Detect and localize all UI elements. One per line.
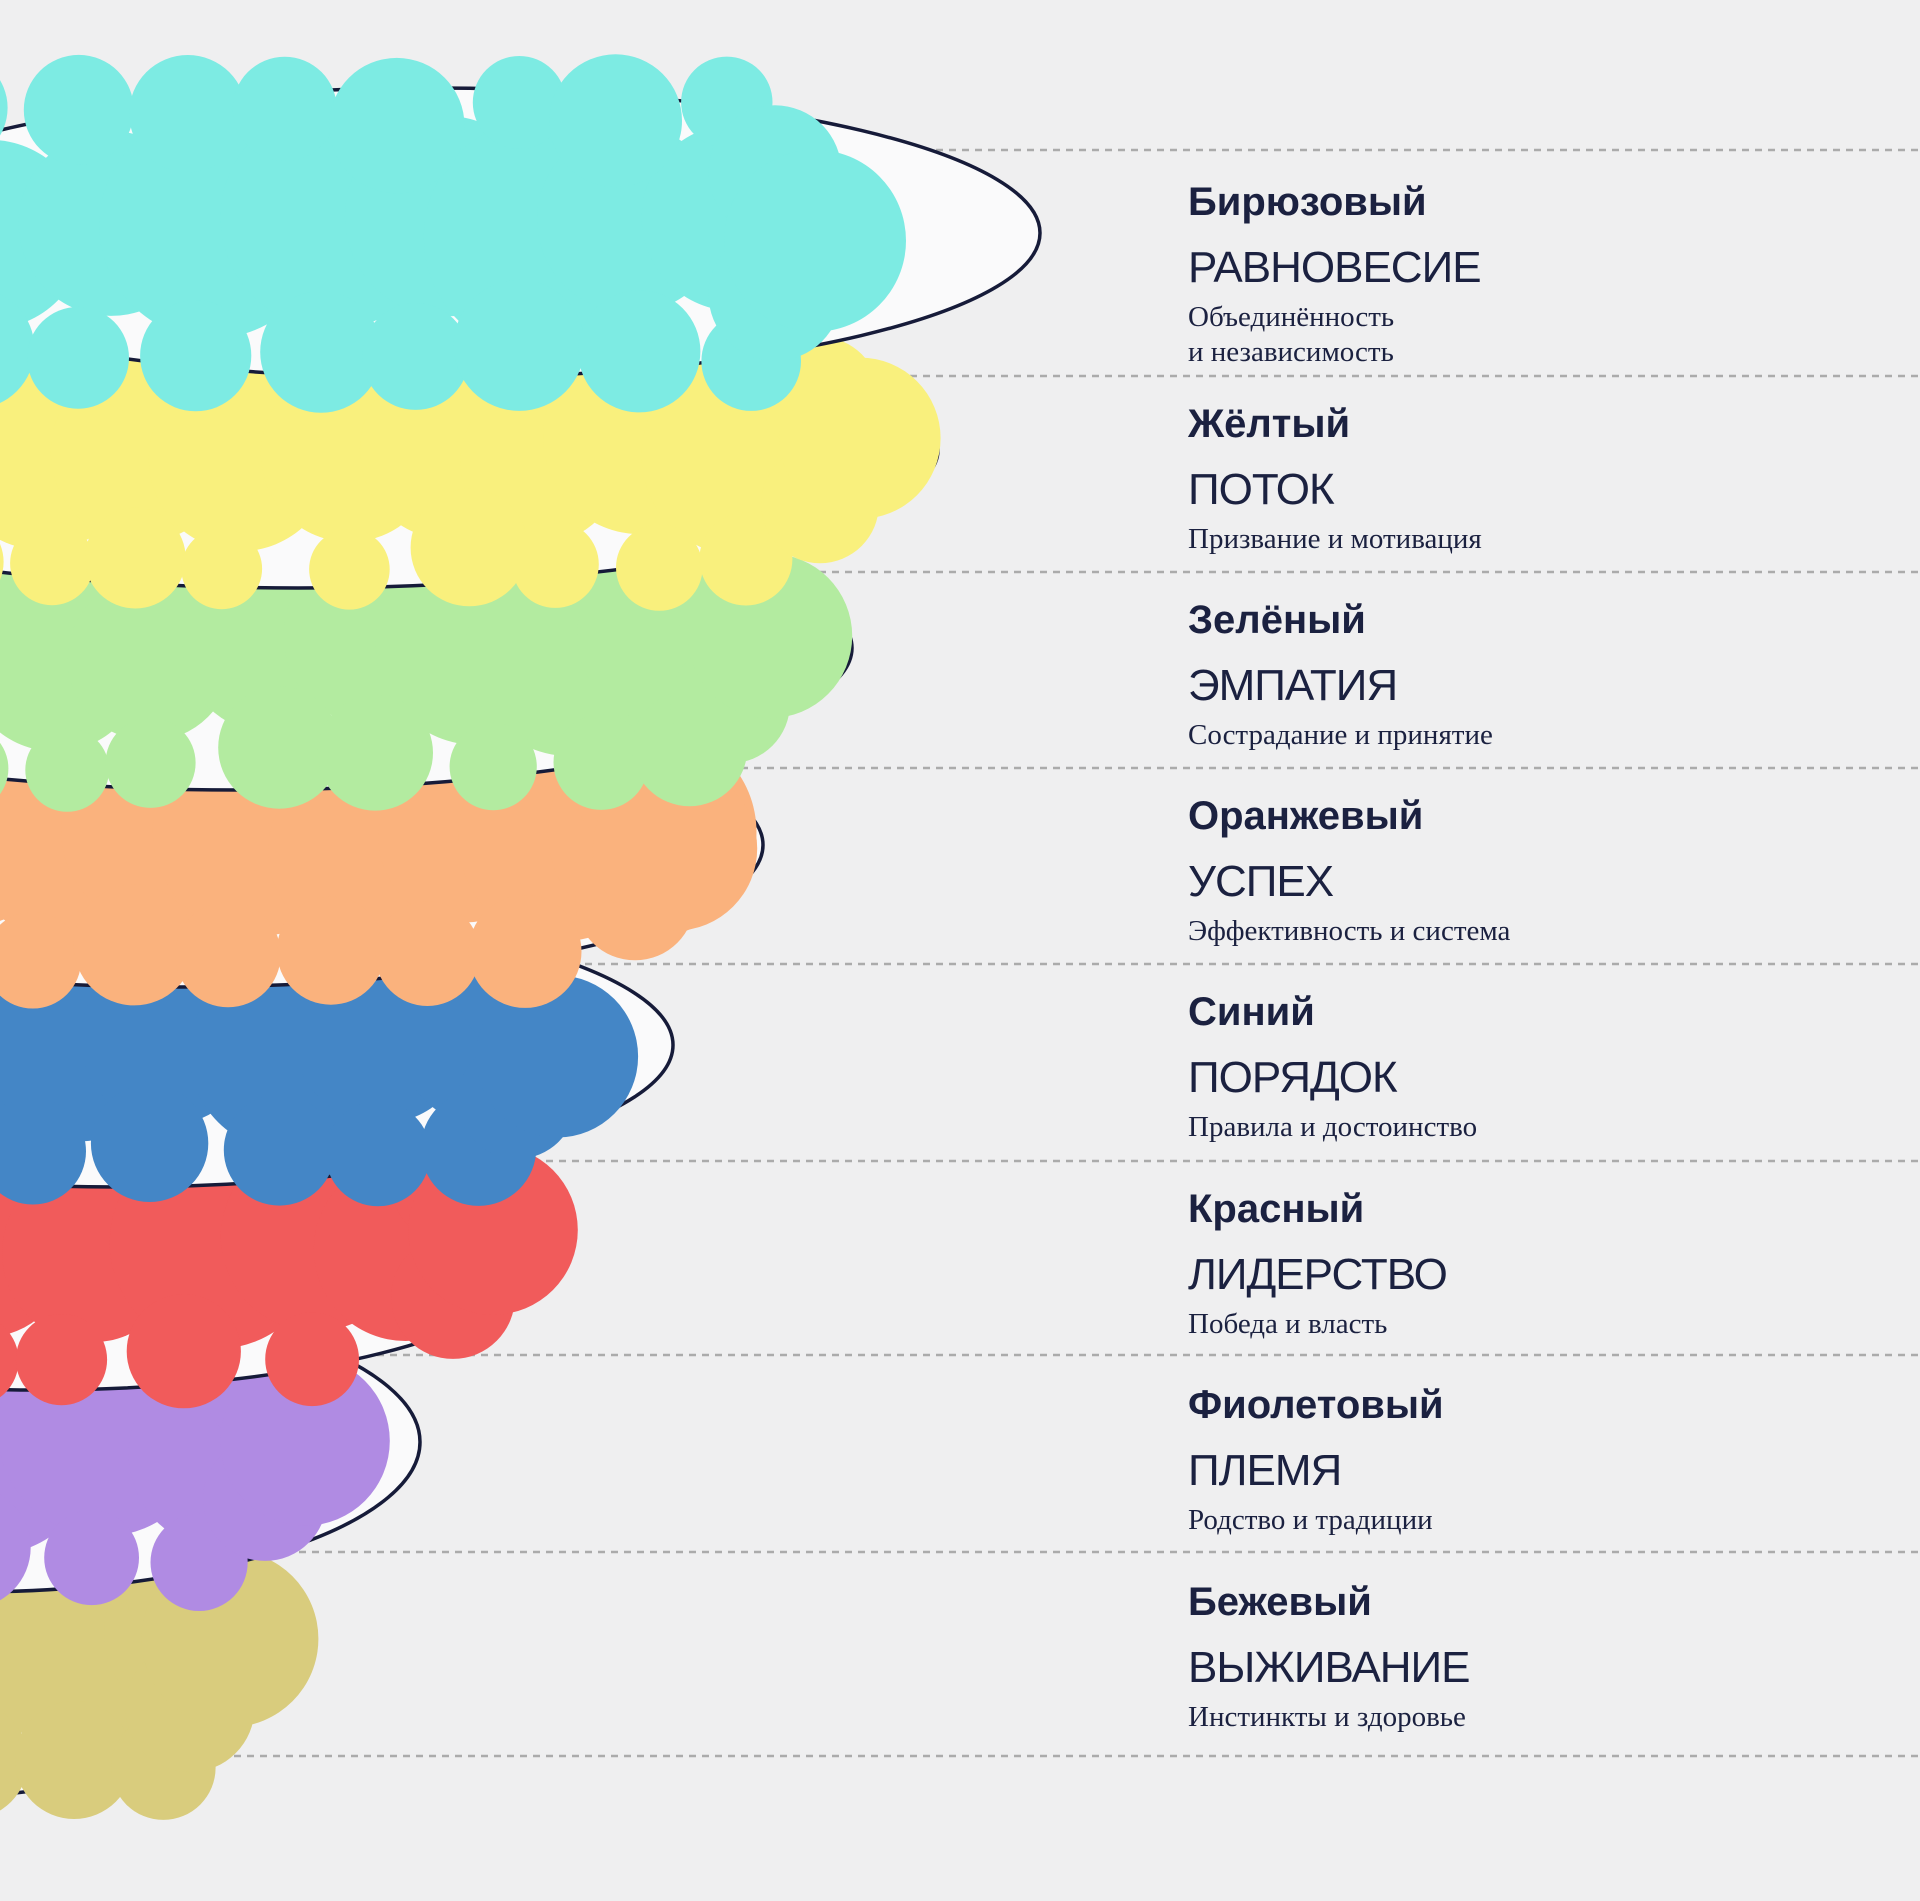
blob-turquoise xyxy=(0,54,906,413)
level-plate-turquoise xyxy=(0,54,1042,413)
